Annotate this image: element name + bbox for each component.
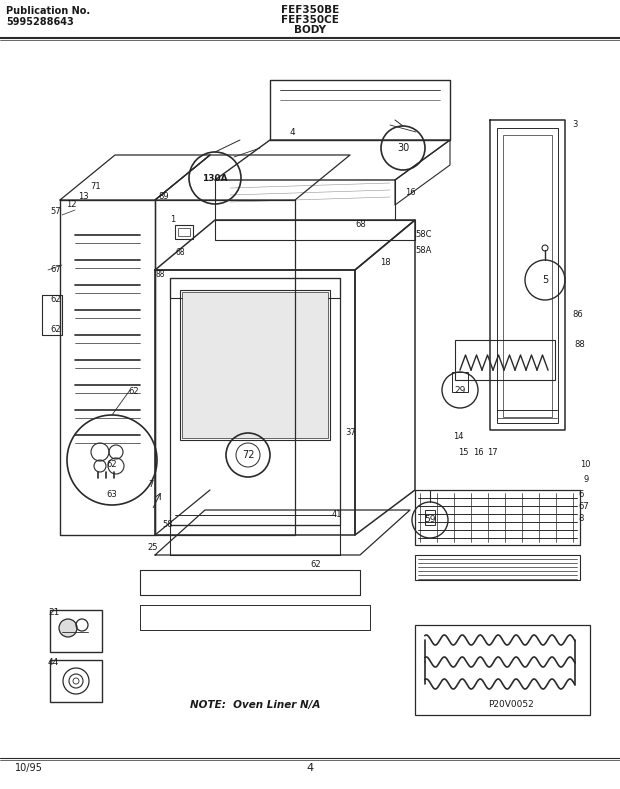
Text: 16: 16 — [473, 448, 484, 457]
Bar — [497, 128, 558, 423]
Bar — [50, 610, 102, 652]
Text: 67: 67 — [50, 265, 61, 274]
Bar — [452, 372, 468, 392]
Text: BODY: BODY — [294, 25, 326, 35]
Text: 88: 88 — [574, 340, 585, 349]
Text: 59: 59 — [424, 515, 436, 525]
Text: 58: 58 — [162, 520, 172, 529]
Bar — [425, 510, 435, 525]
Text: 89: 89 — [158, 192, 169, 201]
Text: 30: 30 — [397, 143, 409, 153]
Text: 12: 12 — [66, 200, 76, 209]
Text: 14: 14 — [453, 432, 464, 441]
Text: 58A: 58A — [415, 246, 432, 255]
Text: NOTE:  Oven Liner N/A: NOTE: Oven Liner N/A — [190, 700, 321, 710]
Bar — [182, 292, 328, 438]
Text: 41: 41 — [332, 510, 342, 519]
Text: 8: 8 — [578, 514, 583, 523]
Text: 62: 62 — [310, 560, 321, 569]
Text: 3: 3 — [572, 120, 577, 129]
Text: 72: 72 — [242, 450, 254, 460]
Text: 62: 62 — [50, 295, 61, 304]
Bar — [178, 228, 190, 236]
Text: P20V0052: P20V0052 — [488, 700, 534, 709]
Text: 44: 44 — [48, 658, 60, 667]
Circle shape — [542, 245, 548, 251]
Text: 18: 18 — [380, 258, 391, 267]
Text: 9: 9 — [584, 475, 589, 484]
Bar — [415, 625, 590, 715]
Text: 10: 10 — [580, 460, 590, 469]
Bar — [170, 278, 340, 298]
Bar — [50, 660, 102, 702]
Text: 4: 4 — [306, 763, 314, 773]
Text: FEF350CE: FEF350CE — [281, 15, 339, 25]
Text: 58C: 58C — [415, 230, 432, 239]
Text: 68: 68 — [355, 220, 366, 229]
Text: 71: 71 — [90, 182, 100, 191]
Text: 15: 15 — [458, 448, 469, 457]
Bar — [455, 340, 555, 380]
Text: 25: 25 — [147, 543, 157, 552]
Text: 130A: 130A — [202, 174, 228, 182]
Text: 1: 1 — [170, 215, 175, 224]
Text: 86: 86 — [572, 310, 583, 319]
Text: 13: 13 — [78, 192, 89, 201]
Text: 62: 62 — [107, 460, 117, 469]
Text: 37: 37 — [345, 428, 356, 437]
Text: 29: 29 — [454, 386, 466, 394]
Text: 7: 7 — [148, 480, 153, 489]
Bar — [415, 555, 580, 580]
Text: 10/95: 10/95 — [15, 763, 43, 773]
Text: 88: 88 — [155, 270, 164, 279]
Text: 6: 6 — [578, 490, 583, 499]
Text: 62: 62 — [50, 325, 61, 334]
Text: 5995288643: 5995288643 — [6, 17, 74, 27]
Text: FEF350BE: FEF350BE — [281, 5, 339, 15]
Bar — [175, 225, 193, 239]
Bar — [503, 135, 552, 417]
Bar — [415, 490, 580, 545]
Text: 67: 67 — [578, 502, 589, 511]
Text: 62: 62 — [128, 387, 139, 396]
Text: 68: 68 — [175, 248, 185, 257]
Text: 16: 16 — [405, 188, 415, 197]
Text: Publication No.: Publication No. — [6, 6, 90, 16]
Bar — [180, 290, 330, 440]
Text: 57: 57 — [50, 207, 61, 216]
Text: 5: 5 — [542, 275, 548, 285]
Text: 4: 4 — [290, 128, 296, 137]
Text: 63: 63 — [107, 490, 117, 499]
Circle shape — [59, 619, 77, 637]
Text: 17: 17 — [487, 448, 498, 457]
Text: 21: 21 — [48, 608, 60, 617]
